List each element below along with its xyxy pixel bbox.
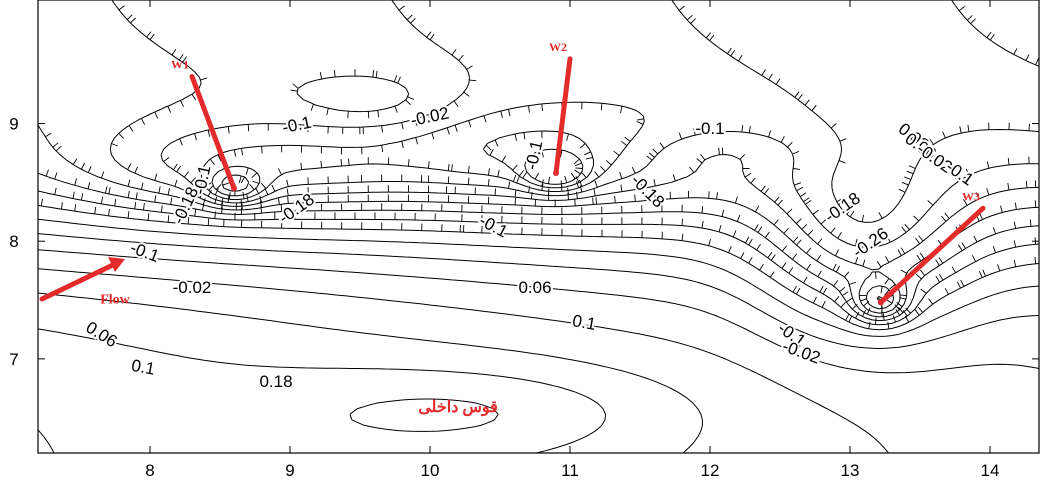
contour-label: 0.18 <box>259 372 292 391</box>
y-axis-tick-labels: 7 8 9 <box>9 115 18 369</box>
contour-label: -0.26 <box>849 224 892 262</box>
depression-tick-marks <box>40 5 1039 329</box>
y-tick-label: 7 <box>9 350 18 369</box>
well-label: W1 <box>171 57 189 71</box>
well-point <box>553 169 559 176</box>
contour-line <box>38 249 1040 374</box>
contour-tick-marks <box>205 5 1030 303</box>
flow-label: Flow <box>100 293 130 308</box>
contour-tick-marks <box>45 132 1037 317</box>
contour-line <box>109 0 1040 314</box>
well-label: W3 <box>962 189 980 203</box>
flow-arrow <box>39 260 120 302</box>
well-markers: W1 W2 W3 <box>171 40 986 306</box>
y-axis-ticks <box>38 123 1039 360</box>
contour-tick-marks <box>45 169 1032 321</box>
well-point <box>231 185 237 192</box>
x-tick-label: 11 <box>561 461 579 480</box>
y-tick-label: 8 <box>9 232 18 251</box>
contour-label: -0.18 <box>275 190 318 228</box>
annotations: Flow قوس داخلی <box>39 257 498 417</box>
contour-tick-marks <box>215 6 1039 196</box>
contour-line <box>38 268 889 453</box>
well-line <box>189 73 237 191</box>
y-axis: 7 8 9 <box>9 115 1039 369</box>
contour-line <box>38 398 499 453</box>
flow-arrow-head <box>108 257 125 272</box>
x-axis: 8 9 10 11 12 13 14 <box>145 0 999 480</box>
well-point <box>877 299 884 306</box>
well-line <box>878 205 986 305</box>
contour-label: -0.1 <box>522 139 547 172</box>
x-tick-label: 8 <box>145 461 154 480</box>
x-tick-label: 10 <box>421 461 440 480</box>
contour-tick-marks <box>111 5 1037 313</box>
contour-tick-marks <box>163 5 1030 309</box>
contour-line <box>38 292 703 453</box>
contour-line <box>160 0 1040 310</box>
x-tick-label: 13 <box>841 461 860 480</box>
contour-line <box>38 218 1040 337</box>
contour-line <box>38 233 1040 349</box>
contour-label: -0.02 <box>409 103 451 130</box>
contour-line <box>200 0 1040 301</box>
contour-line <box>38 328 606 453</box>
contour-label: 0.06 <box>518 278 551 297</box>
contour-label: 0.1 <box>130 356 157 379</box>
contour-label: -0.1 <box>476 211 511 242</box>
x-tick-label: 14 <box>981 461 1000 480</box>
region-label: قوس داخلی <box>418 399 498 417</box>
contour-label: 0.1 <box>571 311 598 334</box>
well-label: W2 <box>549 40 567 54</box>
plot-area: -0.1 -0.02 -0.1-0.1-0.18 -0.18-0.1-0.18-0.1… <box>38 0 1040 453</box>
contour-label: -0.1 <box>280 113 313 138</box>
contour-label: -0.1 <box>128 238 162 266</box>
contour-label: 0.06 <box>82 318 120 352</box>
y-tick-label: 9 <box>9 115 18 134</box>
contour-label: -0.02 <box>780 336 823 367</box>
well-line <box>553 56 573 176</box>
contour-label: -0.1 <box>695 119 724 138</box>
x-tick-label: 12 <box>701 461 720 480</box>
plot-frame <box>37 0 1040 454</box>
x-tick-label: 9 <box>285 461 294 480</box>
contour-tick-marks <box>54 187 1037 325</box>
x-axis-tick-labels: 8 9 10 11 12 13 14 <box>145 461 999 480</box>
x-axis-ticks <box>149 0 991 453</box>
contour-tick-marks <box>40 198 1037 329</box>
contour-label: -0.18 <box>169 184 203 227</box>
contour-label: -0.02 <box>173 278 212 297</box>
